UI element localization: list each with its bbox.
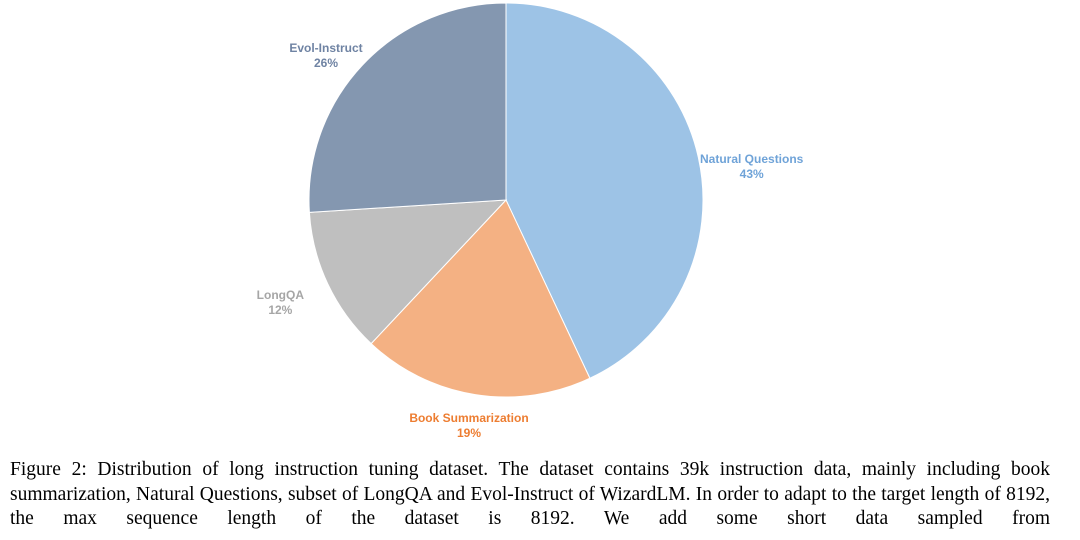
pie-slice-evol-instruct — [308, 2, 507, 213]
slice-label-book-summarization: Book Summarization — [409, 411, 528, 425]
slice-value-book-summarization: 19% — [457, 426, 481, 440]
slice-value-longqa: 12% — [268, 303, 292, 317]
slice-label-natural-questions: Natural Questions — [700, 152, 804, 166]
pie-slice-natural-questions — [505, 2, 704, 379]
slice-value-natural-questions: 43% — [740, 167, 764, 181]
pie-slice-book-summarization — [370, 199, 591, 398]
slice-label-evol-instruct: Evol-Instruct — [289, 41, 362, 55]
slice-value-evol-instruct: 26% — [314, 56, 338, 70]
slice-label-longqa: LongQA — [257, 288, 305, 302]
figure-caption: Figure 2: Distribution of long instructi… — [10, 459, 1050, 529]
pie-slice-longqa — [308, 199, 508, 345]
